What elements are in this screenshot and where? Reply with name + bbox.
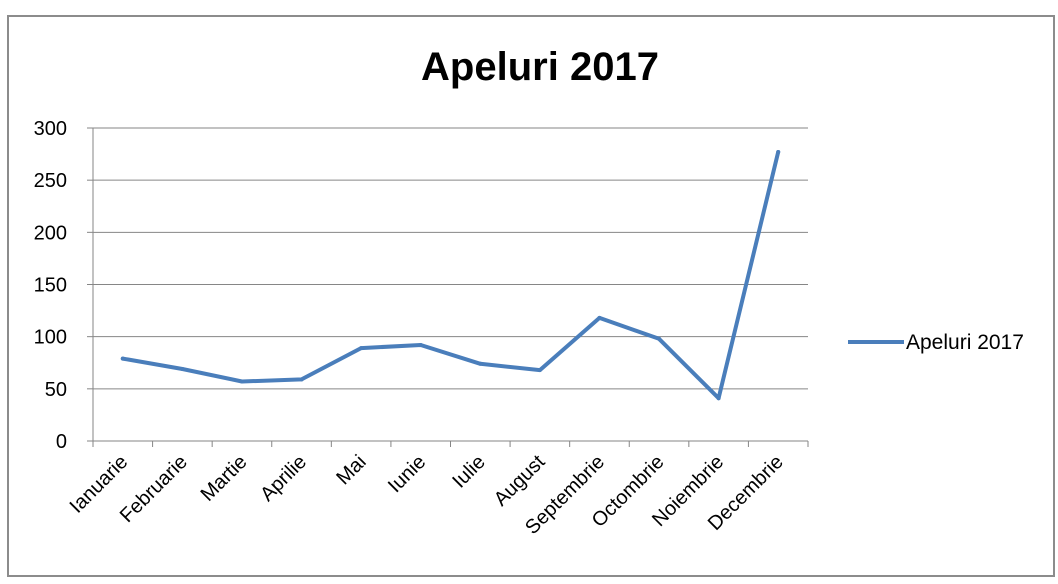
data-point bbox=[597, 315, 602, 320]
y-tick-label: 300 bbox=[34, 118, 67, 140]
data-point bbox=[239, 379, 244, 384]
data-point bbox=[657, 336, 662, 341]
y-tick-label: 50 bbox=[45, 379, 67, 401]
data-point bbox=[359, 346, 364, 351]
data-point bbox=[418, 343, 423, 348]
series-line-0 bbox=[120, 150, 781, 401]
y-tick-label: 0 bbox=[56, 431, 67, 453]
data-point bbox=[776, 149, 781, 154]
data-point bbox=[180, 367, 185, 372]
chart-border bbox=[7, 15, 1055, 577]
legend-label-apeluri-2017: Apeluri 2017 bbox=[906, 331, 1024, 354]
data-point bbox=[120, 356, 125, 361]
data-point bbox=[478, 361, 483, 366]
y-tick-label: 150 bbox=[34, 275, 67, 297]
data-point bbox=[299, 377, 304, 382]
series-layer bbox=[120, 149, 781, 401]
legend: Apeluri 2017 bbox=[848, 331, 1024, 354]
y-tick-label: 200 bbox=[34, 222, 67, 244]
y-tick-label: 250 bbox=[34, 170, 67, 192]
chart-title: Apeluri 2017 bbox=[421, 45, 659, 89]
y-tick-label: 100 bbox=[34, 327, 67, 349]
gridlines bbox=[93, 127, 808, 390]
data-point bbox=[716, 396, 721, 401]
data-point bbox=[537, 368, 542, 373]
